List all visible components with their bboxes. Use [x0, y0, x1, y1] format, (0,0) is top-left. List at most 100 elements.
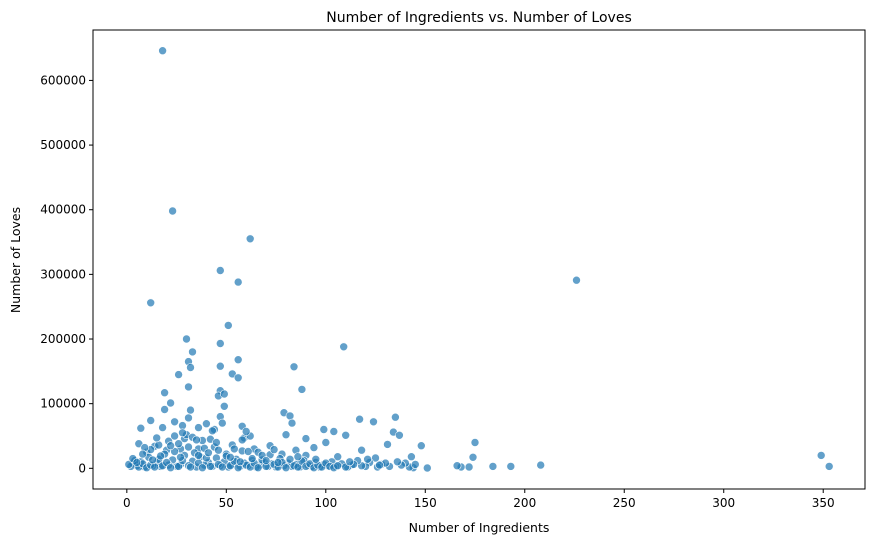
data-point: [369, 417, 378, 427]
data-point: [824, 462, 834, 471]
data-point: [212, 438, 221, 447]
x-axis-label: Number of Ingredients: [409, 520, 550, 535]
data-point: [186, 462, 195, 472]
data-point: [194, 451, 203, 460]
data-point: [287, 418, 297, 428]
data-point: [407, 452, 416, 462]
data-point: [319, 425, 329, 434]
data-point: [410, 460, 420, 469]
data-point: [233, 277, 243, 287]
data-point: [816, 451, 826, 460]
plot-frame: [92, 29, 866, 490]
data-point: [383, 440, 392, 449]
data-point: [218, 462, 227, 472]
data-point: [233, 373, 243, 383]
data-point: [214, 445, 223, 455]
data-point: [166, 441, 175, 451]
data-point: [160, 405, 169, 414]
data-point: [178, 428, 187, 438]
data-point: [224, 321, 233, 330]
data-point: [297, 385, 307, 394]
data-point: [206, 462, 215, 471]
data-point: [273, 458, 283, 467]
data-point: [488, 462, 498, 471]
data-point: [230, 444, 239, 454]
data-point: [218, 418, 227, 428]
data-point: [160, 388, 169, 398]
data-point: [182, 334, 191, 344]
x-tick-label: 250: [613, 496, 636, 510]
x-tick-label: 300: [712, 496, 735, 510]
data-point: [375, 460, 384, 470]
data-point: [216, 266, 225, 275]
data-point: [146, 416, 155, 425]
data-point: [293, 452, 303, 462]
data-point: [188, 347, 197, 357]
data-point: [138, 449, 147, 459]
data-point: [166, 463, 175, 473]
data-point: [156, 451, 165, 461]
x-tick-label: 150: [414, 496, 437, 510]
data-point: [184, 382, 193, 392]
data-point: [134, 439, 144, 449]
y-axis-ticks: 0 100000 200000 300000 400000 500000 600000: [40, 73, 93, 475]
data-point: [285, 454, 295, 464]
data-point: [341, 430, 351, 440]
data-point: [132, 458, 142, 467]
data-point: [281, 430, 291, 440]
data-point: [220, 389, 229, 399]
data-point: [416, 441, 426, 451]
x-tick-label: 350: [812, 496, 835, 510]
x-tick-label: 50: [219, 496, 234, 510]
data-point: [269, 445, 279, 454]
data-point: [186, 405, 195, 415]
data-point: [228, 369, 237, 379]
x-tick-label: 0: [123, 496, 131, 510]
data-point: [154, 440, 163, 450]
data-point: [289, 362, 299, 372]
data-point: [184, 442, 193, 452]
data-point: [186, 363, 195, 372]
data-point: [174, 439, 183, 449]
data-point: [395, 430, 404, 440]
data-point: [333, 461, 343, 471]
data-point: [178, 421, 187, 430]
data-point: [170, 431, 179, 441]
data-point: [184, 413, 193, 423]
data-point: [243, 447, 253, 456]
chart-title: Number of Ingredients vs. Number of Love…: [326, 10, 632, 26]
data-point: [464, 462, 474, 472]
data-point: [146, 298, 155, 308]
data-point: [152, 433, 161, 443]
data-point: [216, 361, 225, 371]
data-point: [309, 443, 319, 452]
y-tick-label: 600000: [40, 73, 86, 87]
data-point: [391, 412, 400, 422]
y-tick-label: 100000: [40, 397, 86, 411]
data-point: [202, 419, 211, 429]
data-point: [506, 462, 516, 471]
data-point: [572, 275, 581, 285]
data-point: [198, 463, 207, 473]
data-point: [261, 456, 271, 465]
data-point: [311, 454, 321, 464]
data-point: [166, 398, 175, 408]
data-point: [226, 452, 235, 462]
data-point: [233, 355, 243, 365]
data-point: [158, 423, 167, 432]
data-point: [220, 401, 229, 411]
data-point: [136, 423, 146, 433]
data-point: [216, 339, 225, 348]
data-point: [192, 435, 201, 445]
y-tick-label: 400000: [40, 203, 86, 217]
data-point: [470, 438, 480, 447]
data-point: [237, 435, 247, 445]
data-point: [536, 460, 546, 470]
data-point: [281, 463, 291, 473]
data-point: [422, 463, 432, 473]
data-point: [245, 234, 255, 244]
data-point: [285, 411, 295, 421]
y-tick-label: 200000: [40, 332, 86, 346]
data-point: [329, 427, 339, 436]
